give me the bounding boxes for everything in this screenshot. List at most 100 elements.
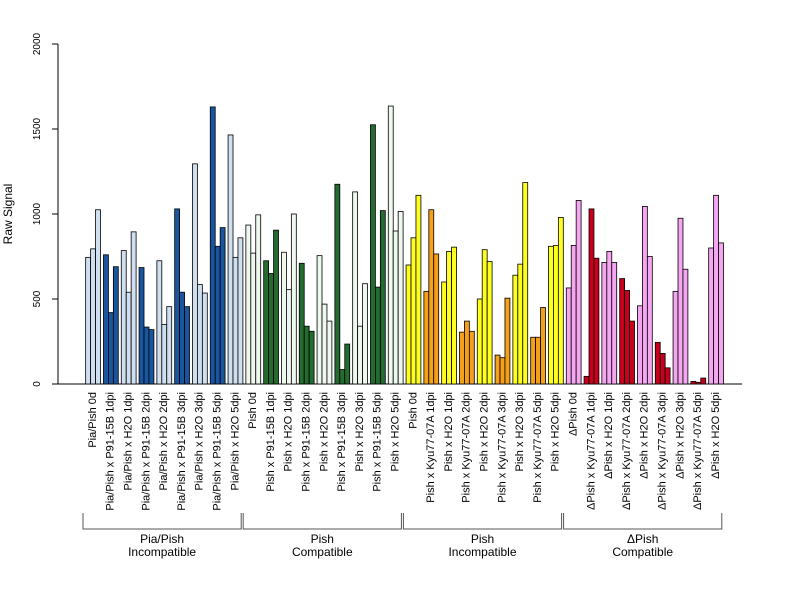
bar	[405, 264, 412, 385]
bar	[481, 249, 488, 385]
bar	[138, 267, 145, 385]
bar	[553, 245, 559, 385]
bar	[303, 325, 310, 385]
x-tick-label: ΔPish x H2O 2dpi	[639, 392, 651, 479]
bar	[95, 209, 101, 385]
bar	[156, 260, 163, 385]
bar	[624, 290, 630, 385]
bar	[690, 381, 697, 385]
x-tick-label: Pish x P91-15B 1dpi	[265, 392, 277, 492]
bar	[268, 273, 274, 385]
bar	[184, 306, 190, 385]
bar	[708, 247, 715, 385]
x-tick-label: Pish 0d	[407, 392, 419, 429]
x-tick-label: Pish x H2O 1dpi	[443, 392, 455, 471]
bar	[321, 303, 328, 385]
bar	[232, 256, 239, 385]
x-tick-label: Pish x H2O 5dpi	[390, 392, 402, 471]
x-tick-label: Pia/Pish x P91-15B 3dpi	[176, 392, 188, 511]
bar	[352, 191, 359, 385]
x-tick-label: Pia/Pish x H2O 2dpi	[158, 392, 170, 490]
bar	[718, 242, 724, 385]
bar	[433, 253, 440, 385]
y-axis-label: Raw Signal	[1, 184, 15, 245]
bar	[451, 246, 457, 385]
x-tick-label: Pish x H2O 2dpi	[318, 392, 330, 471]
bar	[250, 252, 257, 385]
x-tick-label: Pia/Pish x H2O 5dpi	[229, 392, 241, 490]
bar	[103, 254, 109, 385]
bar	[464, 320, 470, 385]
bar	[476, 298, 483, 385]
x-tick-label: Pish x P91-15B 5dpi	[372, 392, 384, 492]
bar	[90, 248, 96, 385]
bar	[130, 231, 137, 385]
bar	[565, 287, 572, 385]
bar	[326, 320, 333, 385]
bar	[209, 106, 216, 385]
y-tick-label: 2000	[32, 32, 43, 55]
bar	[588, 208, 595, 385]
bar	[672, 290, 679, 385]
bar	[629, 320, 635, 385]
bar	[540, 307, 546, 385]
group-sublabel: Compatible	[292, 545, 353, 559]
group-label: Pish	[471, 532, 494, 546]
x-tick-label: Pish x Kyu77-07A 5dpi	[532, 392, 544, 503]
bar	[637, 305, 643, 385]
bar	[504, 297, 511, 385]
bar	[286, 289, 292, 385]
x-tick-label: ΔPish x Kyu77-07A 3dpi	[657, 392, 669, 510]
bar	[535, 336, 541, 385]
x-tick-label: ΔPish x Kyu77-07A 2dpi	[621, 392, 633, 510]
bar	[700, 377, 707, 385]
x-tick-label: Pish x Kyu77-07A 1dpi	[425, 392, 437, 503]
bar	[611, 262, 618, 385]
bar	[423, 290, 430, 385]
bar	[112, 266, 119, 385]
x-tick-label: Pish x H2O 5dpi	[550, 392, 562, 471]
x-tick-labels: Pia/Pish 0d Pia/Pish x P91-15B 1dpi Pia/Pi…	[87, 392, 722, 511]
bar	[583, 375, 590, 385]
bar	[593, 257, 600, 385]
bar	[344, 343, 351, 385]
bar	[166, 306, 173, 385]
bar	[161, 324, 168, 385]
x-tick-label: Pish 0d	[247, 392, 259, 429]
bar	[428, 209, 435, 385]
bar	[619, 278, 626, 385]
bar	[468, 330, 475, 385]
x-tick-label: Pish x P91-15B 3dpi	[336, 392, 348, 492]
group-brackets: Pia/PishIncompatiblePishCompatiblePishIn…	[82, 513, 723, 559]
group-bracket	[82, 513, 242, 530]
bar	[713, 194, 719, 385]
group-label: ΔPish	[627, 532, 658, 546]
bar	[570, 245, 577, 385]
bar	[273, 229, 279, 385]
x-tick-label: Pia/Pish x P91-15B 2dpi	[140, 392, 152, 511]
x-tick-label: Pia/Pish x H2O 1dpi	[123, 392, 135, 490]
bar	[410, 237, 417, 385]
bar	[108, 312, 114, 385]
x-tick-label: Pish x Kyu77-07A 3dpi	[496, 392, 508, 503]
bar	[646, 256, 653, 385]
bar	[227, 134, 234, 385]
bar	[192, 163, 198, 385]
bar	[601, 262, 608, 385]
bar	[219, 227, 226, 385]
group-label: Pia/Pish	[140, 532, 184, 546]
bar	[548, 245, 554, 385]
bar	[387, 105, 394, 385]
group-sublabel: Incompatible	[128, 545, 196, 559]
bar	[494, 354, 501, 385]
bar	[148, 329, 155, 385]
x-tick-label: Pia/Pish x H2O 3dpi	[194, 392, 206, 490]
bar	[214, 245, 221, 385]
bar	[499, 357, 506, 385]
bar	[486, 261, 493, 385]
bar	[308, 330, 315, 385]
bar	[379, 210, 386, 385]
bar	[606, 250, 613, 385]
